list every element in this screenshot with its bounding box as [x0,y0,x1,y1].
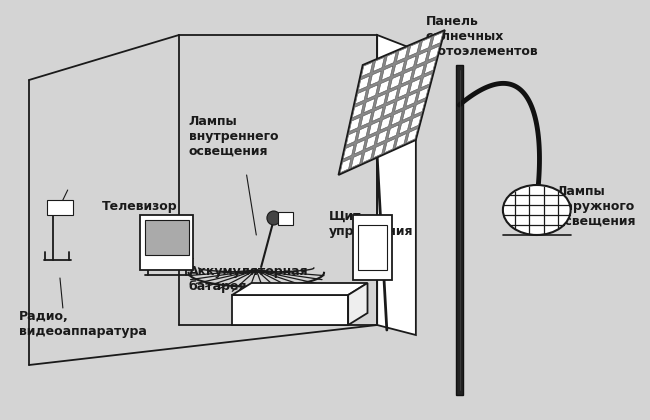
Polygon shape [385,52,396,66]
Polygon shape [361,112,372,126]
Polygon shape [356,90,367,104]
Polygon shape [456,65,463,395]
Polygon shape [352,104,363,118]
Polygon shape [145,220,188,255]
Polygon shape [406,92,417,106]
Text: Панель
солнечных
фотоэлементов: Панель солнечных фотоэлементов [426,15,538,58]
Polygon shape [374,144,384,158]
Polygon shape [393,61,404,75]
Polygon shape [414,101,425,115]
Polygon shape [398,84,409,98]
Polygon shape [358,76,369,90]
Polygon shape [140,215,194,270]
Polygon shape [346,131,357,145]
Polygon shape [363,149,373,163]
Polygon shape [388,125,399,139]
Polygon shape [232,295,348,325]
Text: Щит
управления: Щит управления [329,210,413,238]
Polygon shape [348,283,367,325]
Polygon shape [377,35,416,335]
Polygon shape [370,71,381,85]
Ellipse shape [503,185,571,235]
Polygon shape [367,85,378,99]
Polygon shape [390,75,401,89]
Polygon shape [47,200,73,215]
Polygon shape [340,159,351,173]
Text: Телевизор: Телевизор [101,200,177,213]
Circle shape [267,211,280,225]
Polygon shape [420,37,431,51]
Polygon shape [382,66,393,80]
Polygon shape [396,134,406,148]
Polygon shape [417,51,428,65]
Polygon shape [402,70,413,84]
Text: Радио,
видеоаппаратура: Радио, видеоаппаратура [20,310,147,338]
Polygon shape [377,130,387,144]
Polygon shape [410,115,421,129]
Polygon shape [432,32,443,46]
Polygon shape [402,106,413,120]
Polygon shape [384,102,395,116]
Polygon shape [395,97,406,111]
Polygon shape [380,116,391,130]
Polygon shape [361,62,372,76]
Polygon shape [378,80,389,94]
Polygon shape [351,154,362,168]
Polygon shape [373,58,384,71]
Polygon shape [372,108,383,121]
Polygon shape [358,126,369,140]
Polygon shape [375,94,386,108]
Polygon shape [405,56,416,70]
Text: Лампы
внутреннего
освещения: Лампы внутреннего освещения [188,115,278,158]
Polygon shape [421,74,432,88]
Polygon shape [399,120,410,134]
Polygon shape [413,65,424,79]
Text: Лампы
наружного
освещения: Лампы наружного освещения [556,185,636,228]
Polygon shape [365,135,376,149]
Polygon shape [339,30,445,175]
Text: Аккумуляторная
батарея: Аккумуляторная батарея [188,265,308,293]
Polygon shape [385,139,395,152]
Polygon shape [387,89,398,102]
Polygon shape [369,121,380,135]
Polygon shape [343,145,354,159]
Polygon shape [428,46,439,60]
Polygon shape [424,60,436,74]
Polygon shape [353,215,392,280]
Polygon shape [364,99,375,113]
Polygon shape [278,212,293,225]
Polygon shape [410,79,421,93]
Polygon shape [391,111,402,125]
Polygon shape [407,129,418,143]
Polygon shape [349,117,360,131]
Polygon shape [408,42,419,56]
Polygon shape [354,140,365,154]
Polygon shape [396,47,408,61]
Polygon shape [417,87,428,101]
Polygon shape [232,283,367,295]
